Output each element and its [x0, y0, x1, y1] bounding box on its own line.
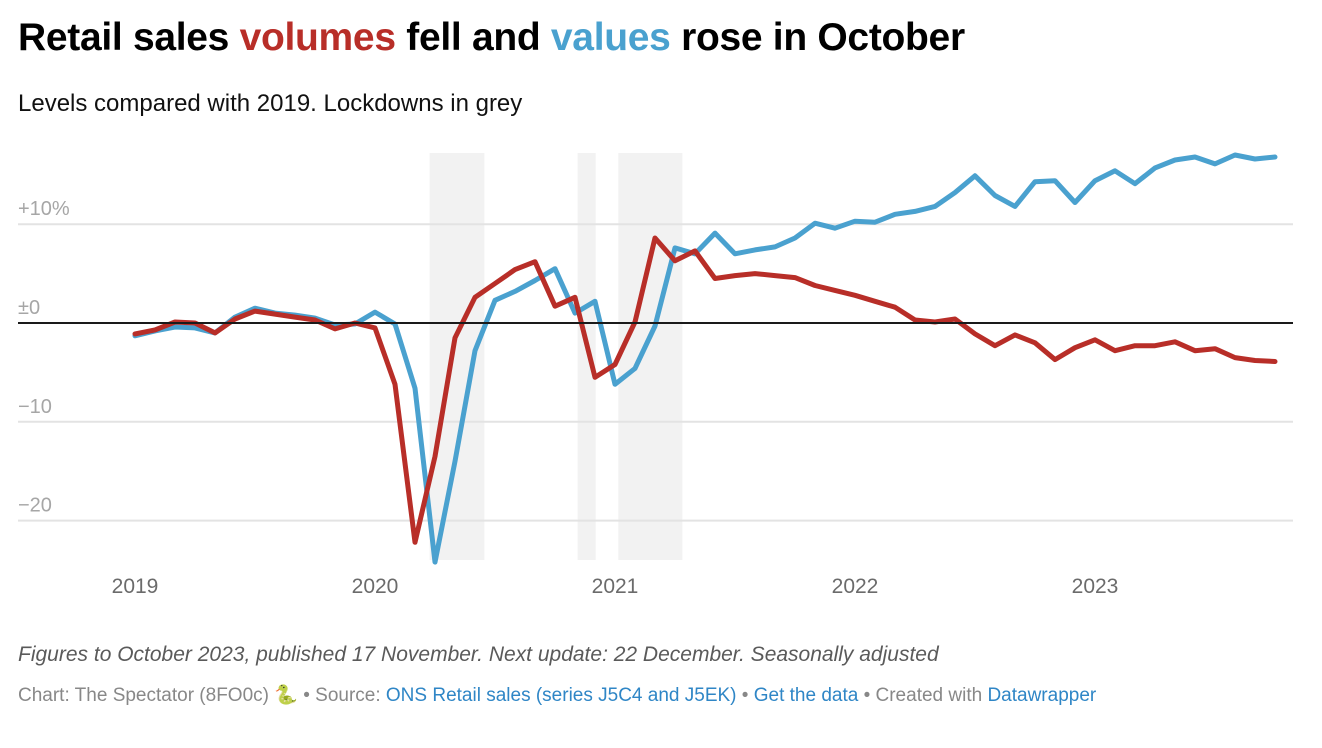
- chart-title: Retail sales volumes fell and values ros…: [18, 16, 965, 60]
- y-tick-label: ±0: [18, 297, 40, 319]
- chart-notes: Figures to October 2023, published 17 No…: [18, 643, 939, 666]
- title-volumes-keyword: volumes: [239, 16, 396, 59]
- footer-separator: •: [736, 685, 754, 706]
- series-line-values: [132, 152, 1278, 565]
- x-tick-label: 2023: [1072, 575, 1119, 598]
- datawrapper-link[interactable]: Datawrapper: [987, 685, 1097, 706]
- title-values-keyword: values: [550, 16, 671, 59]
- title-part: rose in October: [670, 16, 965, 59]
- lockdown-bands: [429, 153, 683, 560]
- lockdown-band: [577, 153, 596, 560]
- x-tick-label: 2020: [352, 575, 399, 598]
- chart-credit: Chart: The Spectator (8FO0c): [18, 685, 269, 706]
- x-tick-label: 2019: [112, 575, 159, 598]
- get-data-link[interactable]: Get the data: [753, 685, 859, 706]
- y-tick-label: −10: [18, 396, 52, 418]
- snake-icon: 🐍: [274, 685, 298, 706]
- chart-subtitle: Levels compared with 2019. Lockdowns in …: [18, 90, 523, 117]
- x-tick-label: 2022: [832, 575, 879, 598]
- line-chart: +10% ±0 −10 −20 2019 2020 2021 2022 2023: [18, 152, 1293, 598]
- source-link[interactable]: ONS Retail sales (series J5C4 and J5EK): [385, 685, 737, 706]
- y-tick-label: +10%: [18, 198, 70, 220]
- y-axis-ticks: +10% ±0 −10 −20: [18, 198, 70, 516]
- x-tick-label: 2021: [592, 575, 639, 598]
- footer-separator: • Created with: [858, 685, 988, 706]
- series-line-volumes: [132, 235, 1278, 545]
- footer-separator: • Source:: [297, 685, 386, 706]
- lockdown-band: [618, 153, 683, 560]
- y-tick-label: −20: [18, 495, 52, 517]
- series-lines: [132, 152, 1278, 565]
- x-axis-ticks: 2019 2020 2021 2022 2023: [112, 575, 1119, 598]
- chart-footer: Chart: The Spectator (8FO0c) 🐍 • Source:…: [18, 683, 1096, 707]
- title-part: Retail sales: [18, 16, 240, 59]
- title-part: fell and: [395, 16, 551, 59]
